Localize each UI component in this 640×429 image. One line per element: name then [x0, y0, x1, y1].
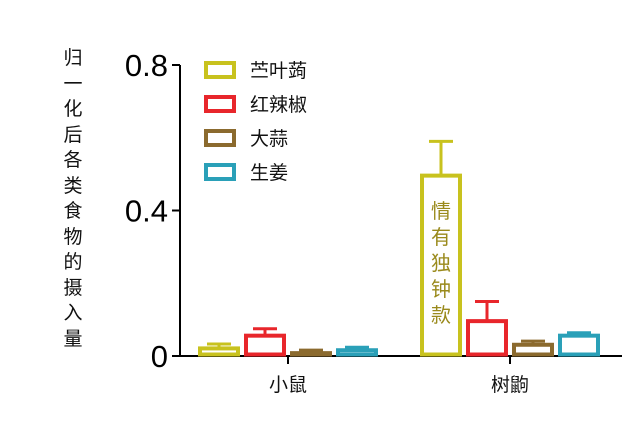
y-axis-label-char: 摄	[63, 276, 83, 299]
y-axis-label-char: 一	[63, 72, 83, 95]
bar	[558, 333, 600, 357]
bar	[336, 348, 378, 357]
x-tick-label: 树鼩	[491, 374, 529, 396]
legend-swatch	[204, 129, 236, 147]
legend-swatch	[204, 61, 236, 79]
legend-entry: 生姜	[250, 162, 288, 184]
y-axis-label-char: 归	[63, 47, 83, 69]
y-axis-label-char: 各	[63, 149, 83, 171]
bar	[512, 342, 554, 357]
bar	[290, 351, 332, 357]
legend-entry: 苎叶蒟	[250, 60, 307, 82]
bar-annotation-char: 钟	[431, 277, 451, 301]
bar-annotation-char: 款	[431, 303, 451, 327]
y-tick-label: 0	[151, 339, 168, 374]
y-axis-label-char: 量	[63, 327, 83, 350]
bar-annotation-char: 有	[431, 225, 451, 249]
y-axis-label-char: 物	[63, 225, 83, 248]
legend-entry: 红辣椒	[250, 94, 307, 116]
y-axis-label-char: 食	[63, 200, 83, 222]
y-axis-label-char: 的	[63, 251, 83, 273]
y-axis-label: 归一化后各类食物的摄入量	[58, 46, 88, 352]
y-axis-label-char: 后	[63, 123, 83, 146]
x-tick-label: 小鼠	[269, 374, 307, 396]
y-tick-label: 0.8	[125, 48, 168, 83]
bar	[198, 346, 240, 357]
y-tick-label: 0.4	[125, 194, 168, 229]
legend-entry: 大蒜	[250, 128, 288, 150]
bar	[466, 319, 508, 357]
bar	[420, 173, 462, 357]
legend-swatch	[204, 95, 236, 113]
y-axis-label-char: 类	[63, 174, 83, 197]
bar	[244, 333, 286, 357]
legend-swatch	[204, 163, 236, 181]
y-axis-label-char: 化	[63, 98, 83, 120]
y-axis-label-char: 入	[63, 302, 83, 324]
bar-annotation-char: 独	[431, 251, 451, 275]
bar-annotation-char: 情	[431, 199, 451, 223]
